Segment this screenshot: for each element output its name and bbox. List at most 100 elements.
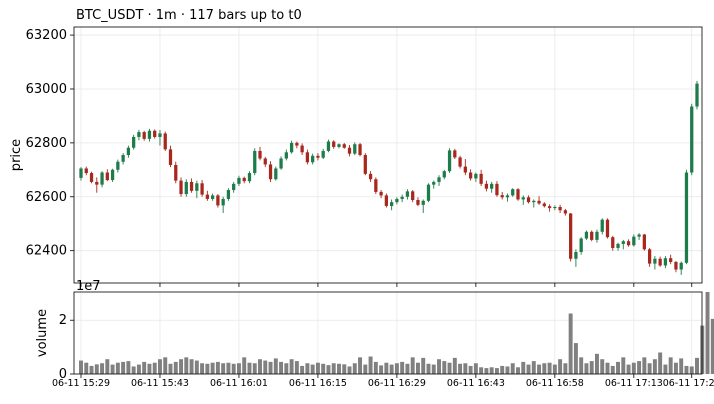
candle-up [405,191,410,197]
candle-down [263,158,267,165]
candle-down [300,145,304,153]
candle-up [511,189,515,196]
candle-down [669,258,673,262]
xtick-label: 06-11 16:15 [289,378,347,389]
volume-bar [384,362,389,374]
candle-down [605,219,610,238]
candle-down [484,183,489,189]
candle-up [474,173,478,179]
volume-bar [600,359,605,374]
volume-bar [421,357,426,374]
candle-down [379,191,383,196]
volume-bar [647,363,652,374]
volume-bar [521,361,526,374]
candle-down [95,181,99,185]
volume-bar [484,368,489,374]
candle-down [384,195,388,206]
candle-down [316,155,320,158]
volume-bar [631,362,636,374]
volume-bar [426,363,431,374]
candle-up [690,106,694,173]
candle-up [226,190,231,199]
volume-bar [394,363,399,374]
volume-bar [100,363,105,374]
candle-up [121,155,125,162]
candle-down [368,173,373,180]
price-ytick-label: 62600 [26,190,67,205]
candle-up [237,177,241,184]
volume-bar [337,363,341,374]
volume-bar [642,357,647,374]
candle-down [516,189,520,200]
volume-bar [363,364,368,374]
volume-bar [194,360,199,374]
volume-bar [505,366,510,374]
volume-bar [473,363,478,374]
volume-bar [447,362,452,374]
volume-bar [579,357,584,374]
chart-title: BTC_USDT · 1m · 117 bars up to t0 [76,8,302,23]
candle-up [79,168,83,178]
candle-down [537,200,541,204]
candle-up [274,168,278,180]
volume-bar [415,362,420,374]
volume-bar [621,357,626,374]
volume-bar [558,359,563,374]
candle-down [547,206,552,209]
candle-up [584,231,589,239]
volume-bar [126,361,131,374]
volume-bar [221,363,226,374]
volume-bar [352,363,357,374]
volume-bar [584,363,589,374]
candle-up [595,231,599,240]
candle-up [637,234,641,237]
volume-bar [489,367,494,374]
volume-bar [573,343,578,374]
volume-bar [263,360,268,374]
candle-up [442,171,446,178]
volume-bar [594,353,599,374]
candle-down [358,144,362,155]
candle-down [626,241,631,246]
candle-up [126,147,131,155]
xtick-label: 06-11 15:29 [52,378,110,389]
volume-bar [552,364,557,374]
volume-bar [458,363,463,374]
volume-bar [568,313,573,374]
volume-bar [247,362,252,374]
volume-bar [158,359,162,374]
candle-up [132,136,136,148]
volume-bar [442,361,447,374]
candle-down [468,172,473,179]
candle-down [242,177,246,182]
candle-up [426,184,431,201]
candle-down [374,179,378,192]
candle-down [363,155,367,174]
price-panel-frame [73,26,703,284]
candle-up [437,177,441,182]
volume-bar [173,361,178,374]
candle-up [653,258,657,264]
candle-down [611,237,615,248]
candle-up [447,150,452,172]
volume-bar [389,364,394,374]
candle-down [142,132,146,139]
candle-down [153,130,157,137]
candle-down [105,172,109,181]
volume-bar [305,363,310,374]
candle-up [116,161,120,170]
candle-up [432,181,436,185]
candle-up [490,183,494,189]
volume-bar [242,357,247,374]
volume-bar [168,363,173,374]
volume-bar [589,361,594,374]
volume-bar [342,364,347,374]
volume-bar [310,364,315,374]
candle-down [268,164,273,180]
volume-bar [626,364,631,374]
volume-bar [652,359,657,374]
volume-bar [684,365,689,374]
volume-bar [142,361,147,374]
xtick-label: 06-11 17:13 [605,378,663,389]
volume-bar [500,365,505,374]
